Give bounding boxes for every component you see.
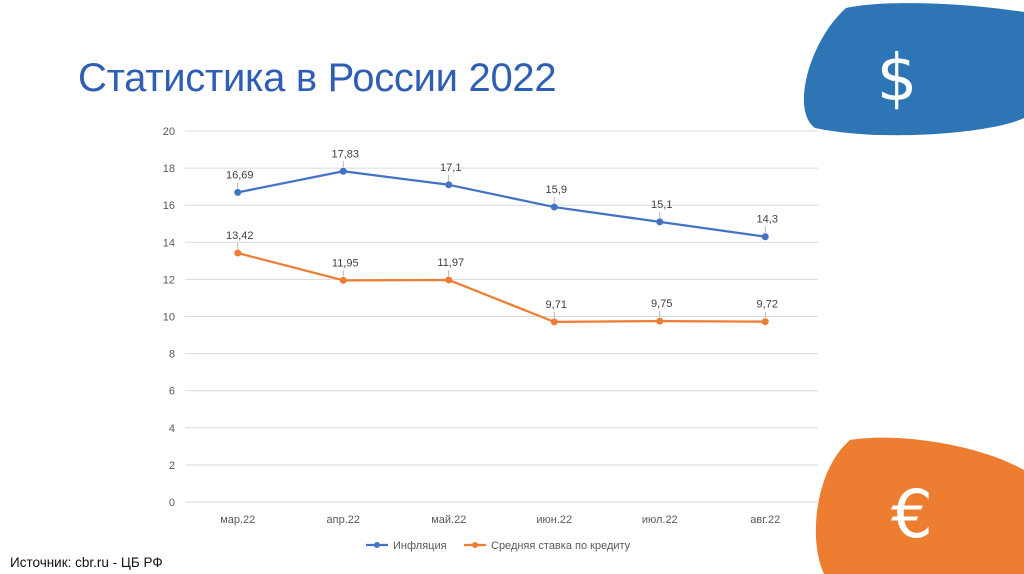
data-label: 17,1 bbox=[440, 162, 461, 174]
data-label: 9,72 bbox=[757, 299, 778, 311]
legend-marker bbox=[472, 542, 478, 548]
data-label: 15,1 bbox=[651, 199, 672, 211]
y-tick-label: 18 bbox=[163, 163, 175, 175]
y-tick-label: 14 bbox=[163, 237, 175, 249]
data-point bbox=[445, 276, 453, 284]
data-point bbox=[339, 276, 347, 284]
data-point bbox=[234, 249, 242, 257]
data-point bbox=[550, 318, 558, 326]
x-tick-label: июн.22 bbox=[536, 514, 572, 526]
series-line bbox=[237, 251, 766, 324]
legend-marker bbox=[374, 542, 380, 548]
data-label: 17,83 bbox=[331, 148, 359, 160]
y-tick-label: 20 bbox=[163, 126, 175, 138]
y-tick-label: 12 bbox=[163, 274, 175, 286]
x-tick-label: апр.22 bbox=[327, 514, 360, 526]
dollar-blob bbox=[803, 3, 1024, 136]
data-label: 9,71 bbox=[546, 299, 567, 311]
y-tick-label: 4 bbox=[169, 423, 175, 435]
x-tick-label: май.22 bbox=[431, 514, 466, 526]
y-tick-label: 10 bbox=[163, 312, 175, 324]
x-tick-label: мар.22 bbox=[220, 514, 255, 526]
data-point bbox=[234, 188, 242, 196]
x-tick-label: июл.22 bbox=[642, 514, 678, 526]
dollar-icon: $ bbox=[877, 42, 918, 116]
legend-label: Средняя ставка по кредиту bbox=[491, 540, 631, 552]
data-point bbox=[761, 318, 769, 326]
data-label: 9,75 bbox=[651, 298, 672, 310]
source-note: Источник: cbr.ru - ЦБ РФ bbox=[10, 555, 163, 570]
x-tick-label: авг.22 bbox=[750, 514, 780, 526]
legend-label: Инфляция bbox=[393, 540, 447, 552]
euro-blob bbox=[815, 437, 1024, 574]
data-point bbox=[761, 233, 769, 241]
data-point bbox=[656, 317, 664, 325]
data-point bbox=[656, 218, 664, 226]
data-label: 14,3 bbox=[757, 214, 778, 226]
data-point bbox=[445, 181, 453, 189]
y-tick-label: 16 bbox=[163, 200, 175, 212]
page-title: Статистика в России 2022 bbox=[78, 56, 557, 100]
y-tick-label: 0 bbox=[169, 497, 175, 509]
data-label: 11,95 bbox=[332, 257, 359, 269]
data-label: 15,9 bbox=[546, 184, 567, 196]
data-point bbox=[339, 167, 347, 175]
series-line bbox=[237, 170, 766, 238]
y-tick-label: 6 bbox=[169, 386, 175, 398]
data-label: 13,42 bbox=[226, 230, 254, 242]
y-tick-label: 8 bbox=[169, 349, 175, 361]
data-point bbox=[550, 203, 558, 211]
data-label: 16,69 bbox=[226, 169, 254, 181]
data-label: 11,97 bbox=[437, 257, 464, 269]
y-tick-label: 2 bbox=[169, 460, 175, 472]
euro-icon: € bbox=[891, 476, 933, 553]
